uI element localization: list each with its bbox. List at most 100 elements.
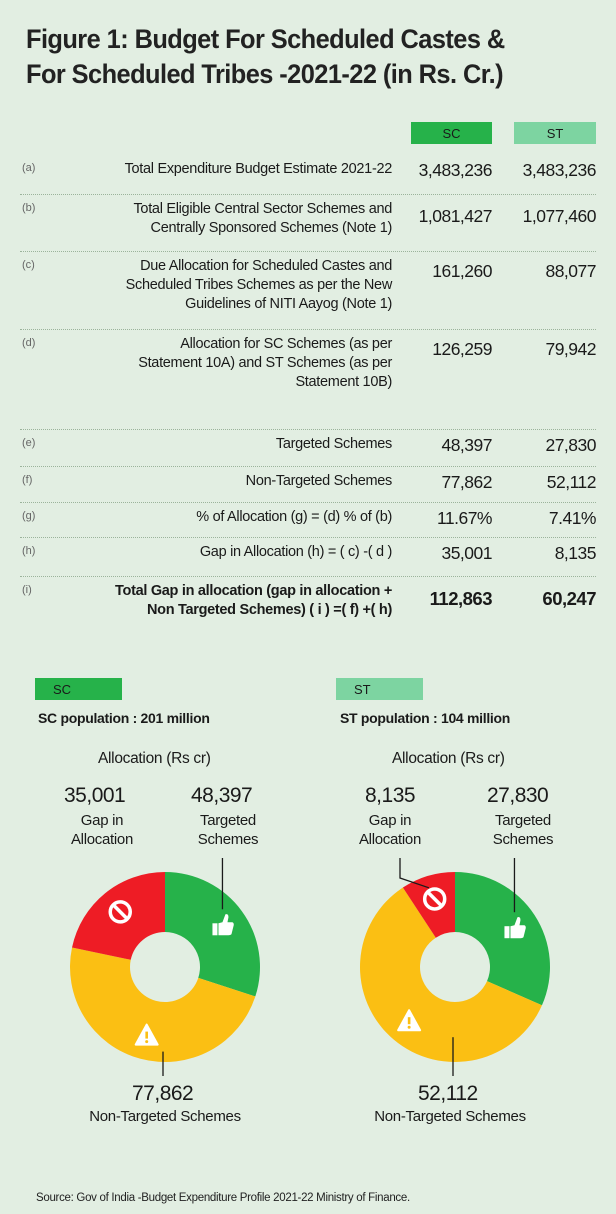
- row-label: Gap in Allocation (h) = ( c) -( d ): [52, 543, 392, 562]
- value-sc: 48,397: [441, 435, 492, 455]
- warning-icon: [134, 1023, 159, 1046]
- st-population: ST population : 104 million: [340, 710, 511, 726]
- value-st: 79,942: [545, 339, 596, 359]
- row-separator: [20, 329, 596, 330]
- column-header-sc: SC: [411, 122, 492, 144]
- st-slice-gap-in-allocation: [402, 872, 455, 938]
- st-nontargeted-value: 52,112: [418, 1082, 478, 1105]
- row-index: (c): [22, 259, 35, 271]
- table-row: (b) Total Eligible Central Sector Schemes…: [0, 200, 616, 240]
- row-label-line: % of Allocation (g) = (d) % of (b): [196, 509, 392, 525]
- st-allocation-title: Allocation (Rs cr): [392, 750, 505, 767]
- table-row: (i) Total Gap in allocation (gap in alloc…: [0, 582, 616, 626]
- row-label-line: Statement 10B): [295, 374, 392, 390]
- title-line-2: For Scheduled Tribes -2021-22 (in Rs. Cr…: [26, 59, 504, 89]
- st-gap-label-line-2: Allocation: [358, 831, 422, 848]
- table-row: (e) Targeted Schemes 48,397 27,830: [0, 435, 616, 461]
- sc-population: SC population : 201 million: [38, 710, 210, 726]
- st-gap-label-line-1: Gap in: [368, 812, 412, 829]
- row-label: Allocation for SC Schemes (as per Stateme…: [52, 335, 392, 392]
- value-sc: 161,260: [432, 261, 492, 281]
- row-separator: [20, 429, 596, 430]
- sc-gap-label-line-1: Gap in: [80, 812, 124, 829]
- row-label-line: Gap in Allocation (h) = ( c) -( d ): [199, 544, 392, 560]
- st-nontargeted-label: Non-Targeted Schemes: [374, 1108, 526, 1125]
- row-index: (a): [22, 162, 36, 174]
- sc-nontargeted-value: 77,862: [132, 1082, 194, 1105]
- sc-gap-value: 35,001: [64, 784, 126, 807]
- st-targeted-label: Targeted Schemes: [473, 811, 573, 849]
- row-label-line: Due Allocation for Scheduled Castes and: [140, 258, 392, 274]
- table-row: (d) Allocation for SC Schemes (as per Stat…: [0, 335, 616, 397]
- row-label-line: Centrally Sponsored Schemes (Note 1): [150, 220, 393, 236]
- st-gap-leader: [399, 858, 430, 889]
- st-targeted-value: 27,830: [487, 784, 549, 807]
- table-row: (h) Gap in Allocation (h) = ( c) -( d ) 35…: [0, 543, 616, 569]
- row-separator: [20, 576, 596, 577]
- value-sc: 77,862: [441, 472, 492, 492]
- row-separator: [20, 466, 596, 467]
- st-targeted-label-line-1: Targeted: [495, 812, 551, 829]
- value-st: 27,830: [545, 435, 596, 455]
- column-header-st: ST: [514, 122, 596, 144]
- value-sc: 112,863: [429, 588, 493, 609]
- value-sc: 11.67%: [436, 508, 493, 528]
- row-label: Total Eligible Central Sector Schemes an…: [52, 200, 392, 238]
- value-sc: 126,259: [432, 339, 492, 359]
- row-label-line: Guidelines of NITI Aayog (Note 1): [185, 296, 392, 312]
- st-gap-label: Gap in Allocation: [340, 811, 440, 849]
- row-label-line: Total Eligible Central Sector Schemes an…: [133, 201, 392, 217]
- row-index: (g): [22, 510, 36, 522]
- row-label: Total Expenditure Budget Estimate 2021-2…: [52, 160, 393, 179]
- row-label-line: Targeted Schemes: [275, 436, 392, 452]
- thumbs-up-icon: [504, 917, 526, 939]
- table-row: (c) Due Allocation for Scheduled Castes a…: [0, 257, 616, 319]
- sc-slice-non-targeted-schemes: [69, 947, 256, 1063]
- table-row: (g) % of Allocation (g) = (d) % of (b) 11.…: [0, 508, 616, 534]
- warning-icon: [397, 1009, 422, 1032]
- table-row: (a) Total Expenditure Budget Estimate 202…: [0, 160, 616, 186]
- page-title: Figure 1: Budget For Scheduled Castes & …: [26, 22, 562, 92]
- sc-gap-label: Gap in Allocation: [52, 811, 152, 849]
- row-label: % of Allocation (g) = (d) % of (b): [52, 508, 392, 527]
- row-label-line: Statement 10A) and ST Schemes (as per: [138, 355, 392, 371]
- value-st: 60,247: [542, 588, 596, 609]
- sc-targeted-label: Targeted Schemes: [178, 811, 278, 849]
- row-index: (e): [22, 437, 36, 449]
- value-sc: 3,483,236: [418, 160, 493, 180]
- st-tag: ST: [336, 678, 423, 700]
- st-gap-value: 8,135: [365, 784, 416, 807]
- row-index: (i): [22, 584, 32, 596]
- sc-allocation-title: Allocation (Rs cr): [98, 750, 211, 767]
- row-separator: [20, 251, 596, 252]
- sc-targeted-label-line-2: Schemes: [197, 831, 259, 848]
- sc-gap-label-line-2: Allocation: [70, 831, 134, 848]
- row-label-line: Total Gap in allocation (gap in allocati…: [115, 583, 392, 599]
- row-label-line: Non-Targeted Schemes: [245, 473, 393, 489]
- value-sc: 1,081,427: [418, 206, 493, 226]
- row-label: Non-Targeted Schemes: [52, 472, 393, 491]
- st-targeted-label-line-2: Schemes: [492, 831, 554, 848]
- sc-slice-gap-in-allocation: [72, 872, 165, 960]
- row-index: (d): [22, 337, 36, 349]
- thumbs-up-icon: [212, 914, 234, 936]
- row-label-line: Scheduled Tribes Schemes as per the New: [125, 277, 393, 293]
- row-separator: [20, 194, 596, 195]
- row-label-line: Total Expenditure Budget Estimate 2021-2…: [124, 161, 393, 177]
- value-st: 1,077,460: [522, 206, 597, 226]
- st-slice-targeted-schemes: [455, 872, 551, 1006]
- value-st: 8,135: [554, 543, 597, 563]
- value-sc: 35,001: [441, 543, 492, 563]
- sc-nontargeted-label: Non-Targeted Schemes: [89, 1108, 241, 1125]
- row-index: (b): [22, 202, 36, 214]
- row-separator: [20, 502, 596, 503]
- sc-targeted-label-line-1: Targeted: [200, 812, 256, 829]
- value-st: 3,483,236: [522, 160, 597, 180]
- row-separator: [20, 537, 596, 538]
- value-st: 7.41%: [548, 508, 597, 528]
- no-entry-icon: [108, 900, 133, 924]
- row-label-line: Non Targeted Schemes) ( i ) =( f) +( h): [146, 602, 392, 618]
- row-index: (f): [22, 474, 33, 486]
